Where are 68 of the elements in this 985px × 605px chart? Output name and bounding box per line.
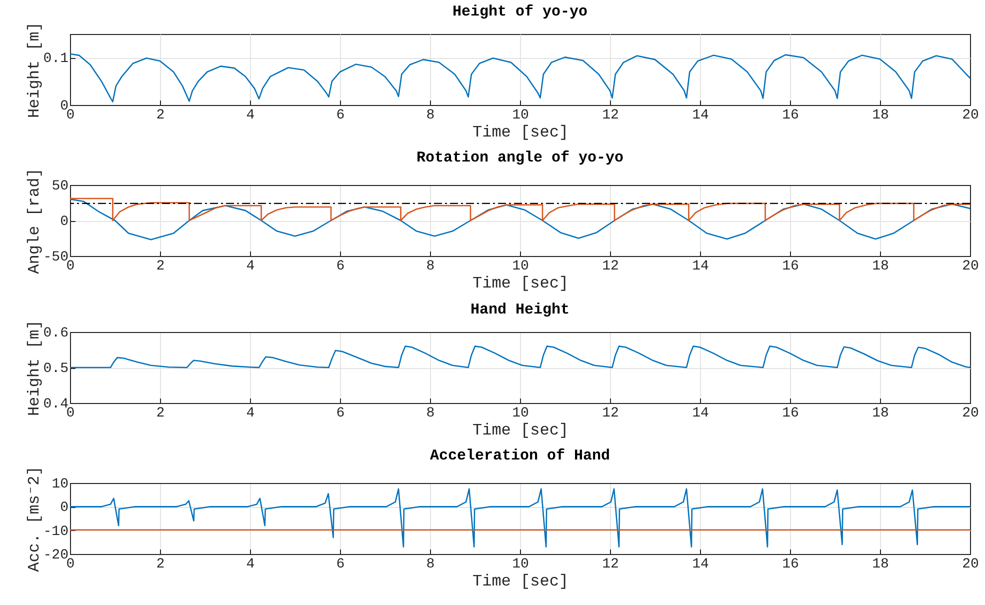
x-tick-label: 20 bbox=[962, 556, 979, 572]
x-tick-label: 10 bbox=[512, 108, 529, 124]
x-tick-label: 6 bbox=[336, 108, 345, 124]
chart-title: Rotation angle of yo-yo bbox=[416, 150, 624, 167]
x-tick-label: 4 bbox=[246, 108, 255, 124]
x-axis-title: Time [sec] bbox=[472, 422, 569, 440]
line-series bbox=[70, 198, 970, 240]
line-series bbox=[70, 346, 970, 368]
line-series bbox=[70, 198, 970, 222]
x-tick-label: 20 bbox=[962, 258, 979, 274]
x-tick-label: 8 bbox=[426, 108, 435, 124]
x-tick-label: 2 bbox=[156, 406, 165, 422]
y-tick-label: 0 bbox=[60, 500, 68, 516]
x-tick-label: 16 bbox=[782, 556, 799, 572]
x-axis-title: Time [sec] bbox=[472, 274, 569, 292]
x-tick-label: 12 bbox=[602, 556, 619, 572]
line-series bbox=[70, 53, 970, 102]
x-tick-label: 16 bbox=[782, 108, 799, 124]
x-tick-label: 2 bbox=[156, 108, 165, 124]
chart-title: Height of yo-yo bbox=[452, 3, 588, 20]
x-tick-label: 18 bbox=[872, 406, 889, 422]
y-tick-label: -50 bbox=[43, 250, 68, 266]
y-tick-label: 0.4 bbox=[43, 396, 68, 412]
x-tick-label: 14 bbox=[692, 556, 709, 572]
x-tick-label: 20 bbox=[962, 406, 979, 422]
x-tick-label: 14 bbox=[692, 108, 709, 124]
x-tick-label: 18 bbox=[872, 108, 889, 124]
y-tick-label: 0.6 bbox=[43, 326, 68, 342]
chart-title: Hand Height bbox=[470, 301, 570, 318]
chart-title: Acceleration of Hand bbox=[430, 448, 610, 465]
x-axis-title: Time [sec] bbox=[472, 572, 569, 590]
x-axis-title: Time [sec] bbox=[472, 124, 569, 142]
y-axis-title: Height [m] bbox=[25, 320, 44, 416]
x-tick-label: 12 bbox=[602, 406, 619, 422]
x-tick-label: 8 bbox=[426, 556, 435, 572]
x-tick-label: 10 bbox=[512, 406, 529, 422]
x-tick-label: 4 bbox=[246, 556, 255, 572]
x-tick-label: 20 bbox=[962, 108, 979, 124]
x-tick-label: 6 bbox=[336, 258, 345, 274]
y-axis-title: Angle [rad] bbox=[25, 168, 44, 274]
x-tick-label: 6 bbox=[336, 556, 345, 572]
x-tick-label: 12 bbox=[602, 108, 619, 124]
x-tick-label: 16 bbox=[782, 406, 799, 422]
y-tick-label: 0 bbox=[60, 214, 68, 230]
x-tick-label: 8 bbox=[426, 258, 435, 274]
y-tick-label: 0.1 bbox=[43, 51, 68, 68]
x-tick-label: 18 bbox=[872, 258, 889, 274]
x-tick-label: 14 bbox=[692, 258, 709, 274]
x-tick-label: 2 bbox=[156, 258, 165, 274]
x-tick-label: 12 bbox=[602, 258, 619, 274]
y-axis-title: Height [m] bbox=[25, 22, 44, 118]
x-tick-label: 18 bbox=[872, 556, 889, 572]
y-axis-title: Acc. [ms⁻2] bbox=[25, 466, 44, 572]
y-tick-label: 10 bbox=[52, 476, 68, 492]
x-tick-label: 4 bbox=[246, 406, 255, 422]
line-series bbox=[70, 488, 970, 548]
y-tick-label: 50 bbox=[52, 178, 68, 194]
x-tick-label: 4 bbox=[246, 258, 255, 274]
y-tick-label: 0.5 bbox=[43, 361, 68, 377]
x-tick-label: 8 bbox=[426, 406, 435, 422]
x-tick-label: 14 bbox=[692, 406, 709, 422]
x-tick-label: 10 bbox=[512, 258, 529, 274]
x-tick-label: 16 bbox=[782, 258, 799, 274]
y-tick-label: -20 bbox=[43, 548, 68, 564]
x-tick-label: 2 bbox=[156, 556, 165, 572]
y-tick-label: -10 bbox=[43, 524, 68, 540]
x-tick-label: 6 bbox=[336, 406, 345, 422]
x-tick-label: 10 bbox=[512, 556, 529, 572]
